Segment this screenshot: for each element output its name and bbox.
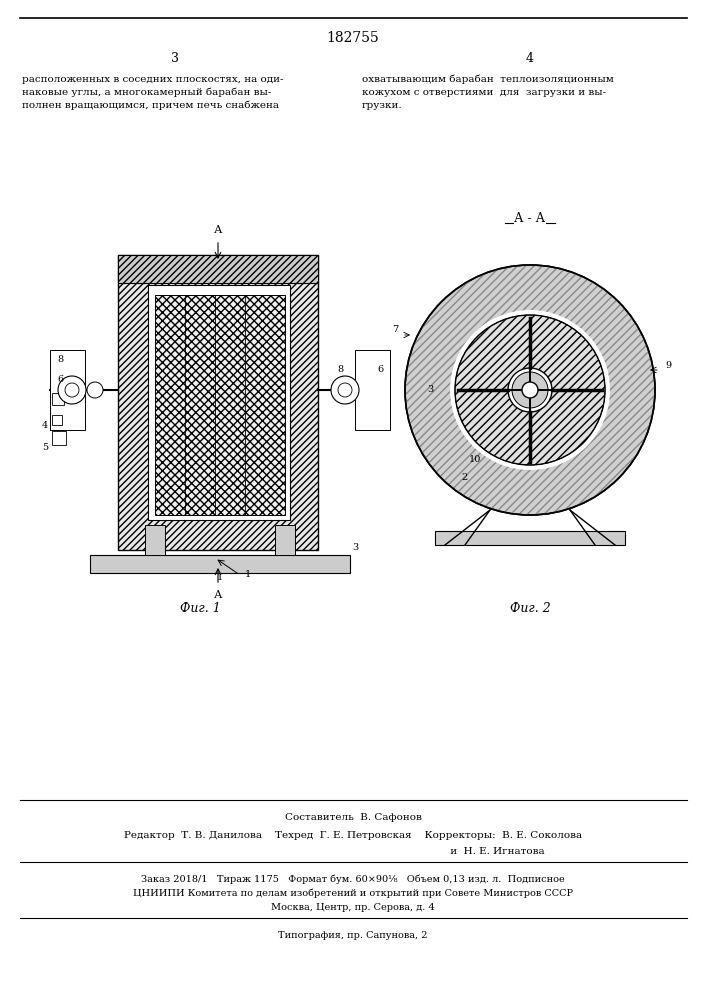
Text: 5: 5 bbox=[42, 442, 48, 452]
Text: ЦНИИПИ Комитета по делам изобретений и открытий при Совете Министров СССР: ЦНИИПИ Комитета по делам изобретений и о… bbox=[133, 888, 573, 898]
Text: 8: 8 bbox=[57, 356, 63, 364]
Bar bbox=[118, 255, 318, 283]
Circle shape bbox=[450, 310, 610, 470]
Text: Составитель  В. Сафонов: Составитель В. Сафонов bbox=[284, 814, 421, 822]
Text: А: А bbox=[214, 590, 222, 600]
Bar bbox=[435, 531, 625, 545]
Text: 3: 3 bbox=[427, 385, 433, 394]
Text: А - А: А - А bbox=[515, 212, 546, 225]
Text: 4: 4 bbox=[42, 420, 48, 430]
Text: Заказ 2018/1   Тираж 1175   Формат бум. 60×90¹⁄₈   Объем 0,13 изд. л.  Подписное: Заказ 2018/1 Тираж 1175 Формат бум. 60×9… bbox=[141, 874, 565, 884]
Text: Фиг. 2: Фиг. 2 bbox=[510, 601, 550, 614]
Text: 182755: 182755 bbox=[327, 31, 380, 45]
Text: и  Н. Е. Игнатова: и Н. Е. Игнатова bbox=[161, 846, 545, 856]
Text: 3: 3 bbox=[171, 51, 179, 64]
Circle shape bbox=[58, 376, 86, 404]
Text: 6: 6 bbox=[377, 365, 383, 374]
Text: 9: 9 bbox=[665, 360, 671, 369]
Circle shape bbox=[522, 382, 538, 398]
Circle shape bbox=[331, 376, 359, 404]
Bar bbox=[90, 555, 350, 573]
Text: 10: 10 bbox=[469, 456, 481, 464]
Bar bbox=[145, 525, 165, 555]
Text: 1: 1 bbox=[245, 570, 251, 579]
Circle shape bbox=[65, 383, 79, 397]
Bar bbox=[50, 350, 85, 430]
Circle shape bbox=[508, 368, 552, 412]
Text: 2: 2 bbox=[462, 474, 468, 483]
Text: расположенных в соседних плоскостях, на оди-
наковые углы, а многокамерный бараб: расположенных в соседних плоскостях, на … bbox=[22, 75, 284, 110]
Circle shape bbox=[87, 382, 103, 398]
Bar bbox=[148, 285, 290, 520]
Text: 8: 8 bbox=[337, 365, 343, 374]
Bar bbox=[118, 255, 318, 550]
Circle shape bbox=[405, 265, 655, 515]
Bar bbox=[52, 431, 66, 445]
Bar bbox=[355, 350, 390, 430]
Text: Редактор  Т. В. Данилова    Техред  Г. Е. Петровская    Корректоры:  В. Е. Сокол: Редактор Т. В. Данилова Техред Г. Е. Пет… bbox=[124, 832, 582, 840]
Circle shape bbox=[512, 372, 548, 408]
Bar bbox=[155, 295, 285, 515]
Text: 3: 3 bbox=[352, 544, 358, 552]
Text: 1: 1 bbox=[217, 574, 223, 582]
Text: охватывающим барабан  теплоизоляционным
кожухом с отверстиями  для  загрузки и в: охватывающим барабан теплоизоляционным к… bbox=[362, 75, 614, 109]
Circle shape bbox=[338, 383, 352, 397]
Text: Типография, пр. Сапунова, 2: Типография, пр. Сапунова, 2 bbox=[279, 930, 428, 940]
Text: 6: 6 bbox=[57, 375, 63, 384]
Text: Москва, Центр, пр. Серова, д. 4: Москва, Центр, пр. Серова, д. 4 bbox=[271, 902, 435, 912]
Bar bbox=[52, 393, 64, 405]
Text: 4: 4 bbox=[526, 51, 534, 64]
Text: 7: 7 bbox=[392, 326, 398, 334]
Bar bbox=[52, 415, 62, 425]
Bar bbox=[275, 525, 295, 555]
Text: А: А bbox=[214, 225, 222, 235]
Text: Фиг. 1: Фиг. 1 bbox=[180, 601, 221, 614]
Circle shape bbox=[455, 315, 605, 465]
